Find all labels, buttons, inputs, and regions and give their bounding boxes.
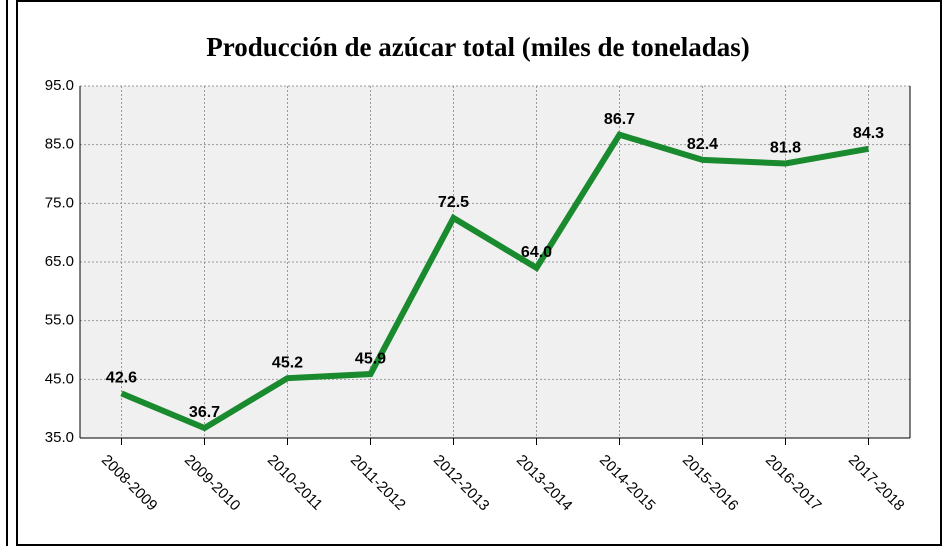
y-tick-label: 55.0 xyxy=(45,312,74,329)
y-tick-label: 65.0 xyxy=(45,253,74,270)
data-label: 81.8 xyxy=(770,140,801,157)
y-tick-label: 35.0 xyxy=(45,429,74,446)
data-label: 45.9 xyxy=(355,350,386,367)
data-label: 84.3 xyxy=(853,125,884,142)
data-label: 86.7 xyxy=(604,111,635,128)
data-label: 72.5 xyxy=(438,194,469,211)
y-tick-label: 75.0 xyxy=(45,194,74,211)
data-label: 82.4 xyxy=(687,136,718,153)
data-label: 42.6 xyxy=(106,370,137,387)
y-tick-label: 95.0 xyxy=(45,77,74,94)
plot-area xyxy=(80,86,910,438)
data-label: 64.0 xyxy=(521,244,552,261)
data-label: 36.7 xyxy=(189,404,220,421)
y-tick-label: 85.0 xyxy=(45,136,74,153)
y-tick-label: 45.0 xyxy=(45,370,74,387)
data-label: 45.2 xyxy=(272,354,303,371)
data-line xyxy=(120,131,870,432)
chart-title: Producción de azúcar total (miles de ton… xyxy=(206,32,749,62)
